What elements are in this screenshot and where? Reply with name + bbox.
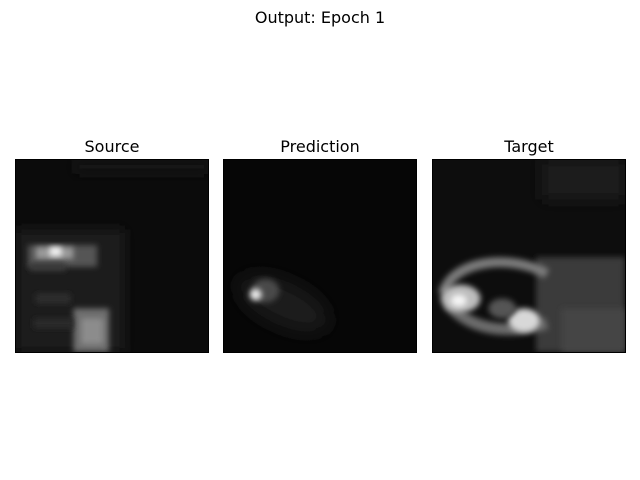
target-image-canvas [433,160,625,352]
prediction-panel-title: Prediction [280,137,360,156]
figure-title: Output: Epoch 1 [254,8,386,27]
prediction-image [223,159,417,353]
target-hotspot [450,294,467,307]
prediction-image-canvas [224,160,416,352]
source-image-canvas [16,160,208,352]
source-panel-title: Source [84,137,140,156]
source-hotspot [49,247,62,256]
source-image [15,159,209,353]
prediction-hotspot [249,288,262,301]
target-panel-title: Target [504,137,554,156]
target-image [432,159,626,353]
